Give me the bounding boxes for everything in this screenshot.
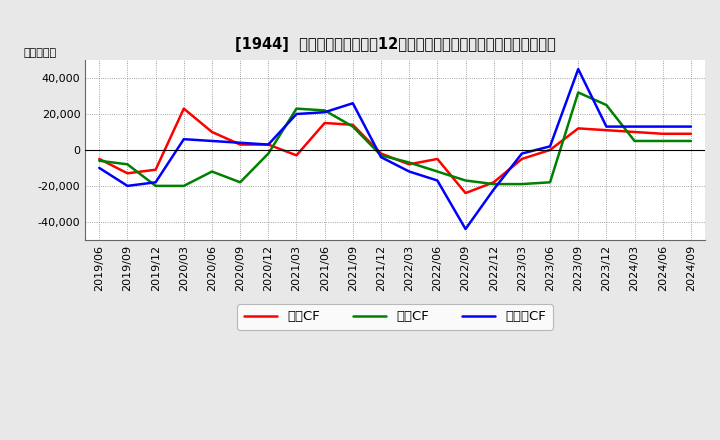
フリーCF <box>348 101 357 106</box>
フリーCF <box>630 124 639 129</box>
投資CF <box>292 106 301 111</box>
営業CF <box>462 191 470 196</box>
Line: 投資CF: 投資CF <box>99 92 691 186</box>
営業CF <box>264 142 273 147</box>
フリーCF <box>687 124 696 129</box>
フリーCF <box>602 124 611 129</box>
営業CF <box>348 122 357 128</box>
Line: フリーCF: フリーCF <box>99 69 691 229</box>
営業CF <box>687 131 696 136</box>
営業CF <box>518 156 526 161</box>
営業CF <box>151 167 160 172</box>
フリーCF <box>236 140 245 145</box>
フリーCF <box>292 111 301 117</box>
営業CF <box>658 131 667 136</box>
営業CF <box>546 147 554 153</box>
営業CF <box>320 121 329 126</box>
営業CF <box>123 171 132 176</box>
フリーCF <box>95 165 104 171</box>
フリーCF <box>658 124 667 129</box>
投資CF <box>151 183 160 188</box>
フリーCF <box>207 138 216 143</box>
投資CF <box>236 180 245 185</box>
営業CF <box>574 126 582 131</box>
投資CF <box>462 178 470 183</box>
投資CF <box>179 183 188 188</box>
フリーCF <box>151 180 160 185</box>
フリーCF <box>518 151 526 156</box>
営業CF <box>630 129 639 135</box>
投資CF <box>264 151 273 156</box>
営業CF <box>377 151 385 156</box>
投資CF <box>123 161 132 167</box>
投資CF <box>687 138 696 143</box>
Line: 営業CF: 営業CF <box>99 109 691 193</box>
フリーCF <box>433 178 441 183</box>
フリーCF <box>123 183 132 188</box>
営業CF <box>95 156 104 161</box>
フリーCF <box>264 142 273 147</box>
フリーCF <box>405 169 413 174</box>
投資CF <box>602 103 611 108</box>
投資CF <box>95 158 104 163</box>
投資CF <box>518 181 526 187</box>
営業CF <box>602 128 611 133</box>
営業CF <box>405 161 413 167</box>
フリーCF <box>377 154 385 160</box>
フリーCF <box>574 66 582 72</box>
営業CF <box>179 106 188 111</box>
投資CF <box>574 90 582 95</box>
フリーCF <box>546 144 554 149</box>
投資CF <box>546 180 554 185</box>
投資CF <box>658 138 667 143</box>
投資CF <box>348 124 357 129</box>
投資CF <box>320 108 329 113</box>
営業CF <box>236 142 245 147</box>
フリーCF <box>490 187 498 192</box>
フリーCF <box>462 226 470 231</box>
フリーCF <box>179 136 188 142</box>
投資CF <box>207 169 216 174</box>
投資CF <box>433 169 441 174</box>
投資CF <box>630 138 639 143</box>
Legend: 営業CF, 投資CF, フリーCF: 営業CF, 投資CF, フリーCF <box>237 304 553 330</box>
投資CF <box>490 181 498 187</box>
フリーCF <box>320 110 329 115</box>
営業CF <box>207 129 216 135</box>
Title: [1944]  キャッシュフローの12か月移動合計の対前年同期増減額の推移: [1944] キャッシュフローの12か月移動合計の対前年同期増減額の推移 <box>235 37 555 52</box>
投資CF <box>405 160 413 165</box>
営業CF <box>490 180 498 185</box>
投資CF <box>377 153 385 158</box>
営業CF <box>292 153 301 158</box>
営業CF <box>433 156 441 161</box>
Y-axis label: （百万円）: （百万円） <box>23 48 56 59</box>
